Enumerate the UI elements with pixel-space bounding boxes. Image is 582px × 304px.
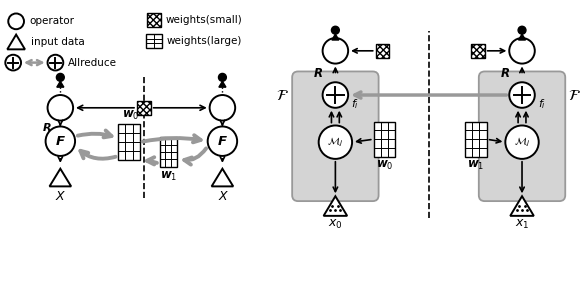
Circle shape [45, 126, 75, 156]
FancyBboxPatch shape [292, 71, 379, 201]
Polygon shape [332, 34, 339, 40]
Text: $x_0$: $x_0$ [328, 218, 343, 231]
Bar [471, 44, 485, 58]
Text: $\boldsymbol{w}_0$: $\boldsymbol{w}_0$ [122, 109, 140, 122]
Circle shape [322, 82, 348, 108]
Text: $\mathcal{M}_j$: $\mathcal{M}_j$ [327, 136, 343, 149]
Text: X: X [218, 190, 227, 203]
Text: $x_1$: $x_1$ [515, 218, 529, 231]
Text: R: R [501, 67, 509, 80]
Polygon shape [510, 196, 534, 216]
Polygon shape [8, 35, 25, 49]
FancyBboxPatch shape [479, 71, 565, 201]
Bar [375, 44, 389, 58]
Text: $f_i$: $f_i$ [538, 97, 546, 111]
Text: input data: input data [31, 37, 84, 47]
Polygon shape [519, 34, 526, 40]
Polygon shape [219, 81, 226, 87]
Text: F: F [56, 135, 65, 148]
Bar [147, 13, 161, 27]
Bar [374, 122, 395, 157]
Text: R: R [42, 123, 51, 133]
Circle shape [319, 126, 352, 159]
Circle shape [210, 95, 235, 121]
Bar [465, 122, 487, 157]
Text: operator: operator [29, 16, 74, 26]
Circle shape [518, 26, 526, 34]
Text: F: F [218, 135, 227, 148]
Bar [375, 44, 389, 58]
Text: Allreduce: Allreduce [68, 58, 117, 67]
Text: $f_i$: $f_i$ [351, 97, 359, 111]
Text: R: R [314, 67, 323, 80]
Bar [159, 137, 178, 167]
Bar [118, 125, 140, 160]
Bar [146, 34, 162, 48]
Circle shape [218, 73, 226, 81]
Circle shape [5, 55, 21, 71]
Text: weights(large): weights(large) [166, 36, 242, 46]
Text: $\mathcal{F}$: $\mathcal{F}$ [568, 88, 581, 102]
Circle shape [332, 26, 339, 34]
Circle shape [509, 38, 535, 64]
Text: $\mathcal{M}_j$: $\mathcal{M}_j$ [514, 136, 530, 149]
Bar [147, 13, 161, 27]
Polygon shape [57, 81, 64, 87]
Polygon shape [212, 169, 233, 186]
Circle shape [48, 55, 63, 71]
Bar [471, 44, 485, 58]
Circle shape [8, 13, 24, 29]
Text: $\mathcal{F}$: $\mathcal{F}$ [276, 88, 289, 102]
Text: $\boldsymbol{w}_1$: $\boldsymbol{w}_1$ [159, 170, 177, 183]
Text: $\boldsymbol{w}_1$: $\boldsymbol{w}_1$ [467, 159, 485, 172]
Bar [137, 101, 151, 115]
Bar [137, 101, 151, 115]
Circle shape [505, 126, 539, 159]
Circle shape [48, 95, 73, 121]
Circle shape [322, 38, 348, 64]
Circle shape [509, 82, 535, 108]
Polygon shape [324, 196, 347, 216]
Polygon shape [49, 169, 71, 186]
Text: X: X [56, 190, 65, 203]
Circle shape [208, 126, 237, 156]
Text: weights(small): weights(small) [165, 16, 242, 25]
Text: $\boldsymbol{w}_0$: $\boldsymbol{w}_0$ [376, 159, 393, 172]
Circle shape [56, 73, 64, 81]
